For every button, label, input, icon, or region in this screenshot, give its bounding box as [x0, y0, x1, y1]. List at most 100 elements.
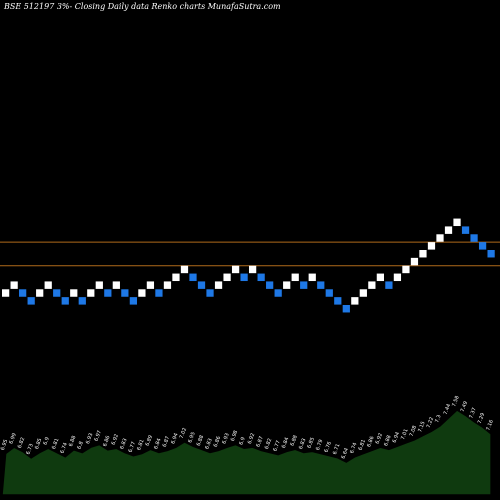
renko-brick-up — [36, 289, 44, 297]
volume-label: 6.95 — [187, 431, 196, 444]
volume-label: 6.92 — [247, 432, 256, 445]
volume-label: 7.58 — [451, 395, 460, 408]
volume-label: 6.85 — [306, 437, 315, 450]
volume-label: 6.84 — [153, 438, 162, 451]
renko-brick-down — [104, 289, 112, 297]
volume-series — [1, 409, 492, 496]
volume-label: 6.93 — [221, 432, 230, 445]
renko-brick-down — [334, 297, 342, 305]
volume-label: 6.88 — [196, 434, 205, 447]
volume-label: 6.9 — [42, 436, 50, 446]
volume-label: 7.22 — [426, 416, 435, 429]
renko-brick-up — [223, 273, 231, 282]
volume-label: 6.77 — [272, 440, 281, 453]
renko-brick-down — [257, 273, 265, 282]
renko-brick-down — [385, 281, 393, 289]
volume-label: 6.81 — [136, 439, 145, 452]
renko-brick-up — [419, 250, 427, 258]
renko-brick-down — [19, 289, 27, 297]
renko-bricks — [2, 218, 495, 313]
renko-brick-down — [300, 281, 308, 289]
volume-label: 6.74 — [349, 442, 358, 455]
volume-label: 6.86 — [102, 435, 111, 448]
renko-brick-up — [112, 281, 120, 289]
volume-label: 6.84 — [281, 437, 290, 450]
renko-brick-up — [214, 281, 223, 289]
volume-label: 6.88 — [289, 434, 298, 447]
renko-brick-down — [325, 289, 333, 297]
volume-label: 7.15 — [417, 421, 426, 434]
volume-label: 6.88 — [383, 434, 392, 447]
volume-label: 6.83 — [119, 438, 128, 451]
renko-brick-up — [172, 273, 180, 282]
volume-label: 6.97 — [94, 430, 103, 443]
renko-brick-up — [146, 281, 155, 289]
renko-brick-up — [436, 234, 444, 242]
renko-brick-down — [470, 234, 478, 242]
volume-label: 7.37 — [468, 407, 477, 420]
renko-brick-down — [197, 281, 206, 289]
renko-brick-up — [10, 281, 18, 289]
volume-label: 6.64 — [341, 447, 350, 460]
volume-label: 6.77 — [128, 441, 137, 454]
renko-brick-up — [138, 289, 146, 297]
volume-label: 6.83 — [204, 438, 213, 451]
volume-label: 6.98 — [230, 430, 239, 443]
renko-brick-up — [180, 265, 189, 274]
renko-brick-down — [129, 297, 137, 305]
renko-brick-down — [461, 226, 470, 234]
volume-label: 7.3 — [434, 414, 442, 424]
volume-label: 6.89 — [145, 434, 154, 447]
renko-brick-up — [376, 273, 384, 282]
volume-label: 6.81 — [358, 439, 367, 452]
renko-brick-up — [2, 289, 10, 297]
renko-brick-up — [393, 273, 402, 282]
volume-label: 6.86 — [366, 436, 375, 449]
volume-label: 6.81 — [51, 438, 60, 451]
volume-label: 6.99 — [8, 432, 17, 445]
renko-brick-down — [155, 289, 163, 297]
renko-brick-down — [240, 273, 248, 282]
volume-label: 6.87 — [255, 436, 264, 449]
volume-label: 6.87 — [162, 436, 171, 449]
volume-label: 7.44 — [443, 403, 452, 416]
volume-label: 6.74 — [59, 442, 68, 455]
volume-label: 6.92 — [111, 433, 120, 446]
renko-brick-up — [444, 226, 453, 234]
volume-label: 7.02 — [179, 427, 188, 440]
chart-title: BSE 512197 3%- Closing Daily data Renko … — [3, 2, 281, 11]
renko-brick-down — [121, 289, 129, 297]
renko-brick-down — [189, 273, 197, 282]
renko-brick-down — [317, 281, 325, 289]
renko-brick-up — [231, 265, 240, 274]
renko-brick-up — [427, 242, 436, 250]
volume-label: 6.88 — [68, 435, 77, 448]
renko-brick-up — [402, 265, 410, 274]
renko-brick-down — [274, 289, 282, 297]
volume-label: 6.76 — [324, 441, 333, 454]
renko-brick-down — [342, 305, 350, 313]
renko-brick-down — [27, 297, 35, 305]
volume-label: 6.83 — [298, 438, 307, 451]
renko-brick-up — [291, 273, 299, 282]
renko-brick-down — [487, 250, 495, 258]
renko-brick-down — [266, 281, 274, 289]
volume-label: 7.08 — [409, 425, 418, 438]
renko-brick-up — [351, 297, 359, 305]
volume-label: 6.95 — [0, 439, 9, 452]
volume-label: 6.79 — [315, 439, 324, 452]
volume-label: 6.9 — [238, 436, 246, 446]
renko-brick-up — [163, 281, 172, 289]
renko-brick-up — [368, 281, 376, 289]
volume-label: 6.8 — [77, 441, 85, 451]
volume-labels: 6.956.99 6.826.73 6.85 6.9 6.81 6.746.88 6.86.… — [0, 395, 495, 460]
renko-brick-down — [61, 297, 69, 305]
volume-label: 7.49 — [460, 400, 469, 413]
volume-label: 6.94 — [392, 431, 401, 444]
renko-brick-up — [249, 265, 257, 274]
volume-label: 6.73 — [25, 443, 34, 456]
renko-brick-up — [308, 273, 316, 282]
renko-brick-up — [453, 218, 461, 227]
